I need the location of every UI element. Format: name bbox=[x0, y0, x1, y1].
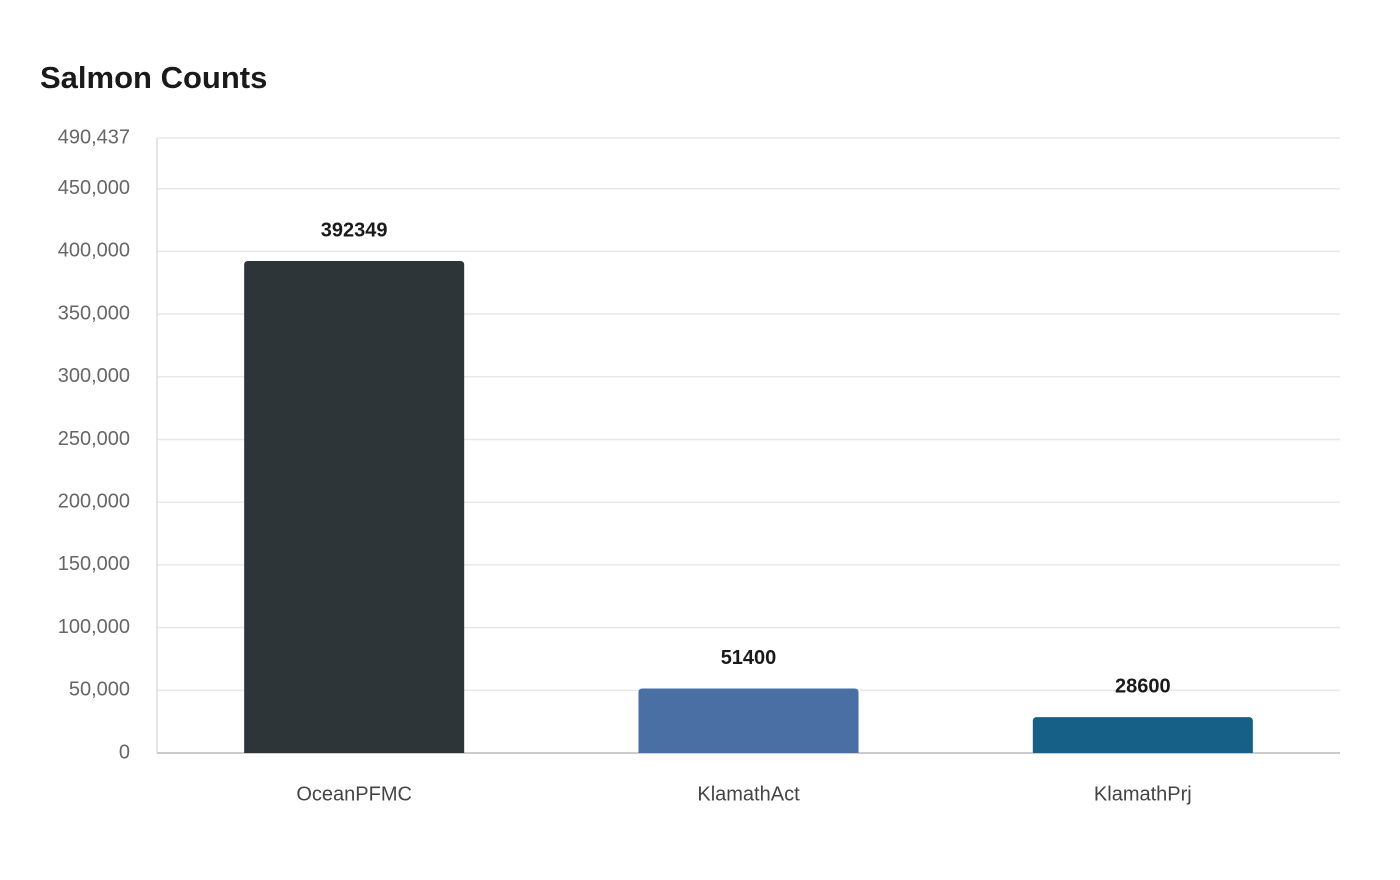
y-tick-label: 450,000 bbox=[58, 177, 130, 199]
x-tick-label: OceanPFMC bbox=[296, 783, 412, 805]
x-tick-label: KlamathAct bbox=[697, 783, 800, 805]
value-label: 392349 bbox=[321, 219, 388, 241]
y-tick-label: 50,000 bbox=[69, 679, 130, 701]
y-tick-label: 300,000 bbox=[58, 365, 130, 387]
bar bbox=[1032, 717, 1253, 753]
y-tick-label: 490,437 bbox=[58, 126, 130, 148]
y-tick-label: 200,000 bbox=[58, 490, 130, 512]
y-tick-label: 350,000 bbox=[58, 302, 130, 324]
x-tick-label: KlamathPrj bbox=[1094, 783, 1192, 805]
bar bbox=[638, 688, 859, 753]
y-tick-label: 100,000 bbox=[58, 616, 130, 638]
y-tick-label: 250,000 bbox=[58, 428, 130, 450]
y-tick-label: 150,000 bbox=[58, 553, 130, 575]
value-label: 51400 bbox=[721, 647, 777, 669]
y-tick-label: 400,000 bbox=[58, 240, 130, 262]
chart-title: Salmon Counts bbox=[40, 60, 267, 95]
y-tick-label: 0 bbox=[119, 741, 130, 763]
value-label: 28600 bbox=[1115, 675, 1171, 697]
bar bbox=[244, 261, 465, 753]
